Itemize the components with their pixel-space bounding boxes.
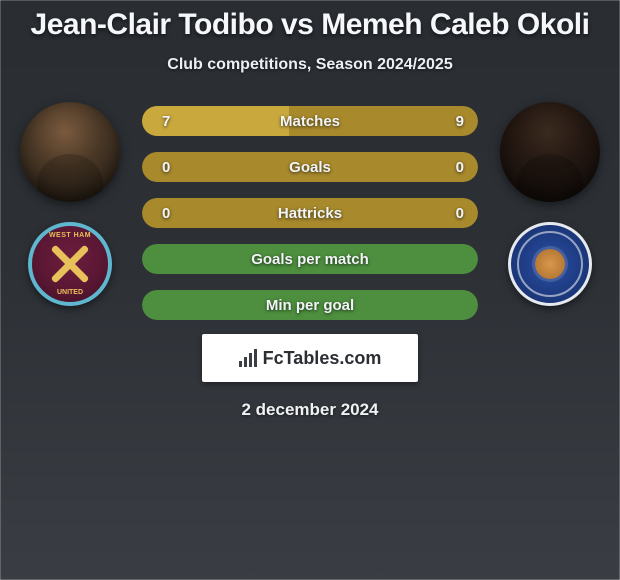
player-left-avatar: [20, 102, 120, 202]
crest-text-top: WEST HAM: [32, 232, 108, 239]
stat-bar: Goals per match: [142, 244, 478, 274]
watermark-text: FcTables.com: [263, 348, 382, 369]
date-label: 2 december 2024: [0, 400, 620, 420]
stat-label: Hattricks: [142, 198, 478, 228]
watermark: FcTables.com: [202, 334, 418, 382]
stat-label: Goals: [142, 152, 478, 182]
stat-label: Min per goal: [142, 290, 478, 320]
player-left-crest: WEST HAM UNITED: [28, 222, 112, 306]
stat-bar: 00Goals: [142, 152, 478, 182]
page-title: Jean-Clair Todibo vs Memeh Caleb Okoli: [0, 0, 620, 42]
stat-label: Goals per match: [142, 244, 478, 274]
stat-label: Matches: [142, 106, 478, 136]
player-right-crest: [508, 222, 592, 306]
subtitle: Club competitions, Season 2024/2025: [0, 56, 620, 74]
comparison-row: WEST HAM UNITED 79Matches 00Goals 00Hattri…: [0, 102, 620, 320]
player-right-avatar: [500, 102, 600, 202]
right-player-column: [494, 102, 606, 306]
stat-bar: 00Hattricks: [142, 198, 478, 228]
comparison-bars: 79Matches 00Goals 00Hattricks Goals per mat…: [142, 102, 478, 320]
bar-chart-icon: [239, 349, 257, 367]
stat-bar: Min per goal: [142, 290, 478, 320]
left-player-column: WEST HAM UNITED: [14, 102, 126, 306]
content-root: Jean-Clair Todibo vs Memeh Caleb Okoli C…: [0, 0, 620, 580]
crest-text-bottom: UNITED: [32, 289, 108, 296]
stat-bar: 79Matches: [142, 106, 478, 136]
